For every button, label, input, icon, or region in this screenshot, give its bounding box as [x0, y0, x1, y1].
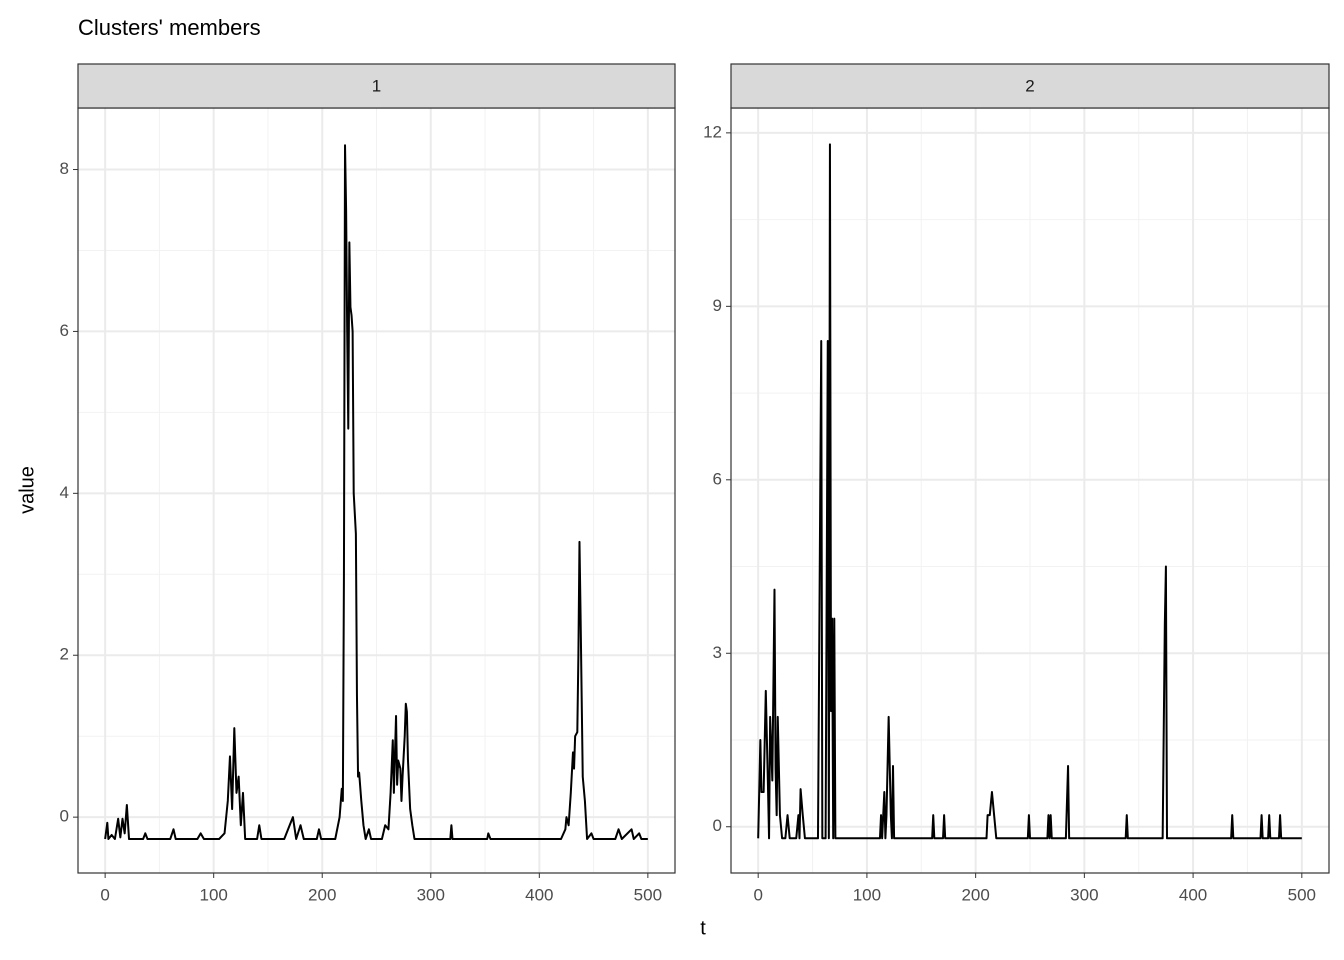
x-tick-label: 300	[417, 885, 445, 904]
x-tick-label: 300	[1070, 885, 1098, 904]
facet-label: 1	[372, 76, 381, 95]
x-tick-label: 200	[961, 885, 989, 904]
x-tick-label: 100	[853, 885, 881, 904]
y-tick-label: 3	[713, 643, 722, 662]
y-tick-label: 6	[713, 469, 722, 488]
x-tick-label: 200	[308, 885, 336, 904]
facet-strip	[77, 63, 676, 109]
y-tick-label: 9	[713, 296, 722, 315]
data-line	[104, 144, 648, 840]
x-tick-label: 500	[1288, 885, 1316, 904]
x-axis-title: t	[700, 917, 706, 939]
facet-label: 2	[1025, 76, 1034, 95]
y-tick-label: 6	[60, 321, 69, 340]
y-tick-label: 0	[713, 816, 722, 835]
y-axis-title: value	[16, 466, 38, 514]
y-tick-label: 4	[60, 483, 69, 502]
data-line	[757, 143, 1302, 840]
chart-title: Clusters' members	[78, 15, 261, 40]
x-tick-label: 0	[753, 885, 762, 904]
x-tick-label: 500	[634, 885, 662, 904]
x-tick-label: 0	[100, 885, 109, 904]
y-tick-label: 8	[60, 159, 69, 178]
y-tick-label: 12	[703, 122, 722, 141]
x-tick-label: 400	[525, 885, 553, 904]
facet-strip	[730, 63, 1330, 109]
x-tick-label: 400	[1179, 885, 1207, 904]
x-tick-label: 100	[199, 885, 227, 904]
y-tick-label: 0	[60, 807, 69, 826]
y-tick-label: 2	[60, 645, 69, 664]
